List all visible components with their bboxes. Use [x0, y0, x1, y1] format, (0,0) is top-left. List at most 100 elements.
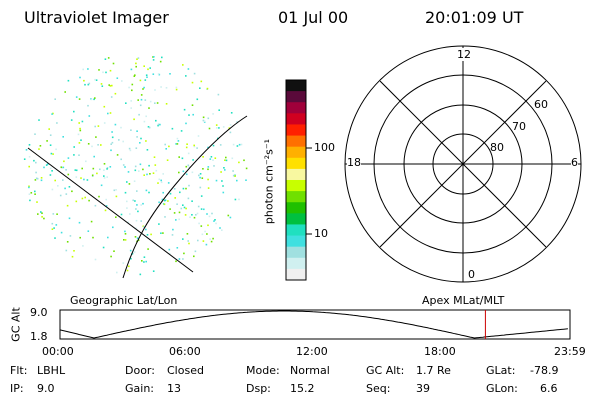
noise-pixel — [87, 143, 90, 145]
xtick-1800: 18:00 — [424, 345, 456, 358]
noise-pixel — [29, 199, 31, 202]
noise-pixel — [148, 164, 150, 167]
noise-pixel — [103, 122, 106, 124]
noise-pixel — [193, 144, 195, 147]
noise-pixel — [186, 233, 189, 235]
noise-pixel — [167, 182, 170, 184]
colorbar-band — [286, 180, 306, 192]
noise-pixel — [224, 159, 226, 161]
noise-pixel — [28, 165, 30, 168]
noise-pixel — [90, 98, 93, 101]
noise-pixel — [142, 88, 144, 90]
lat-label-80: 80 — [490, 141, 504, 154]
noise-pixel — [128, 86, 130, 89]
noise-pixel — [199, 176, 201, 179]
noise-pixel — [59, 194, 62, 197]
noise-pixel — [105, 205, 108, 207]
noise-pixel — [182, 204, 184, 206]
noise-pixel — [33, 159, 35, 162]
noise-pixel — [208, 127, 211, 130]
noise-pixel — [75, 200, 78, 203]
noise-pixel — [196, 212, 199, 215]
noise-pixel — [88, 199, 90, 202]
noise-pixel — [146, 234, 149, 236]
noise-pixel — [225, 156, 227, 159]
noise-pixel — [162, 191, 164, 194]
noise-pixel — [115, 189, 117, 191]
noise-pixel — [124, 166, 126, 168]
noise-pixel — [140, 137, 142, 140]
noise-pixel — [105, 198, 107, 201]
noise-pixel — [202, 116, 205, 119]
noise-pixel — [107, 57, 110, 59]
noise-pixel — [213, 220, 215, 222]
color-bar — [285, 79, 312, 281]
noise-pixel — [197, 205, 200, 208]
noise-pixel — [193, 72, 196, 75]
noise-pixel — [130, 100, 132, 102]
noise-pixel — [175, 143, 177, 145]
noise-pixel — [202, 119, 205, 122]
noise-pixel — [225, 159, 228, 162]
noise-pixel — [111, 84, 113, 87]
noise-pixel — [213, 165, 215, 167]
noise-pixel — [140, 94, 143, 96]
noise-pixel — [71, 255, 74, 258]
noise-pixel — [133, 251, 136, 253]
noise-pixel — [109, 85, 112, 87]
noise-pixel — [229, 216, 232, 219]
noise-speckles — [23, 56, 248, 276]
noise-pixel — [217, 93, 220, 96]
noise-pixel — [110, 255, 112, 258]
noise-pixel — [63, 160, 65, 163]
noise-pixel — [56, 213, 58, 215]
noise-pixel — [94, 125, 96, 128]
noise-pixel — [35, 161, 37, 164]
noise-pixel — [124, 233, 127, 235]
noise-pixel — [139, 104, 142, 107]
noise-pixel — [135, 208, 137, 210]
noise-pixel — [116, 154, 119, 156]
noise-pixel — [231, 157, 234, 160]
noise-pixel — [114, 123, 117, 126]
noise-pixel — [176, 143, 179, 145]
noise-pixel — [79, 127, 81, 130]
noise-pixel — [43, 166, 45, 169]
noise-pixel — [34, 133, 36, 135]
noise-pixel — [165, 103, 168, 105]
noise-pixel — [136, 58, 138, 60]
noise-pixel — [49, 134, 52, 136]
noise-pixel — [66, 241, 69, 243]
apex-label: Apex MLat/MLT — [422, 294, 505, 307]
noise-pixel — [96, 172, 98, 175]
colorbar-band — [286, 102, 306, 114]
noise-pixel — [78, 154, 80, 156]
noise-pixel — [91, 145, 93, 148]
noise-pixel — [142, 168, 144, 171]
noise-pixel — [95, 136, 97, 138]
noise-pixel — [234, 198, 237, 201]
noise-pixel — [212, 237, 214, 240]
noise-pixel — [160, 181, 163, 184]
xtick-2359: 23:59 — [554, 345, 586, 358]
geo-line-curve — [122, 115, 248, 279]
noise-pixel — [137, 57, 140, 59]
noise-pixel — [212, 113, 214, 115]
noise-pixel — [187, 152, 190, 155]
flt-value: LBHL — [37, 364, 66, 377]
noise-pixel — [34, 193, 36, 195]
noise-pixel — [129, 213, 131, 215]
noise-pixel — [80, 177, 82, 179]
noise-pixel — [39, 145, 42, 147]
noise-pixel — [178, 156, 180, 158]
noise-pixel — [112, 226, 114, 229]
noise-pixel — [100, 144, 102, 146]
noise-pixel — [212, 144, 215, 147]
noise-pixel — [187, 164, 190, 167]
noise-pixel — [159, 123, 161, 126]
noise-pixel — [113, 189, 116, 192]
noise-pixel — [157, 124, 159, 127]
colorbar-band — [286, 157, 306, 170]
noise-pixel — [94, 97, 96, 99]
noise-pixel — [224, 169, 226, 171]
